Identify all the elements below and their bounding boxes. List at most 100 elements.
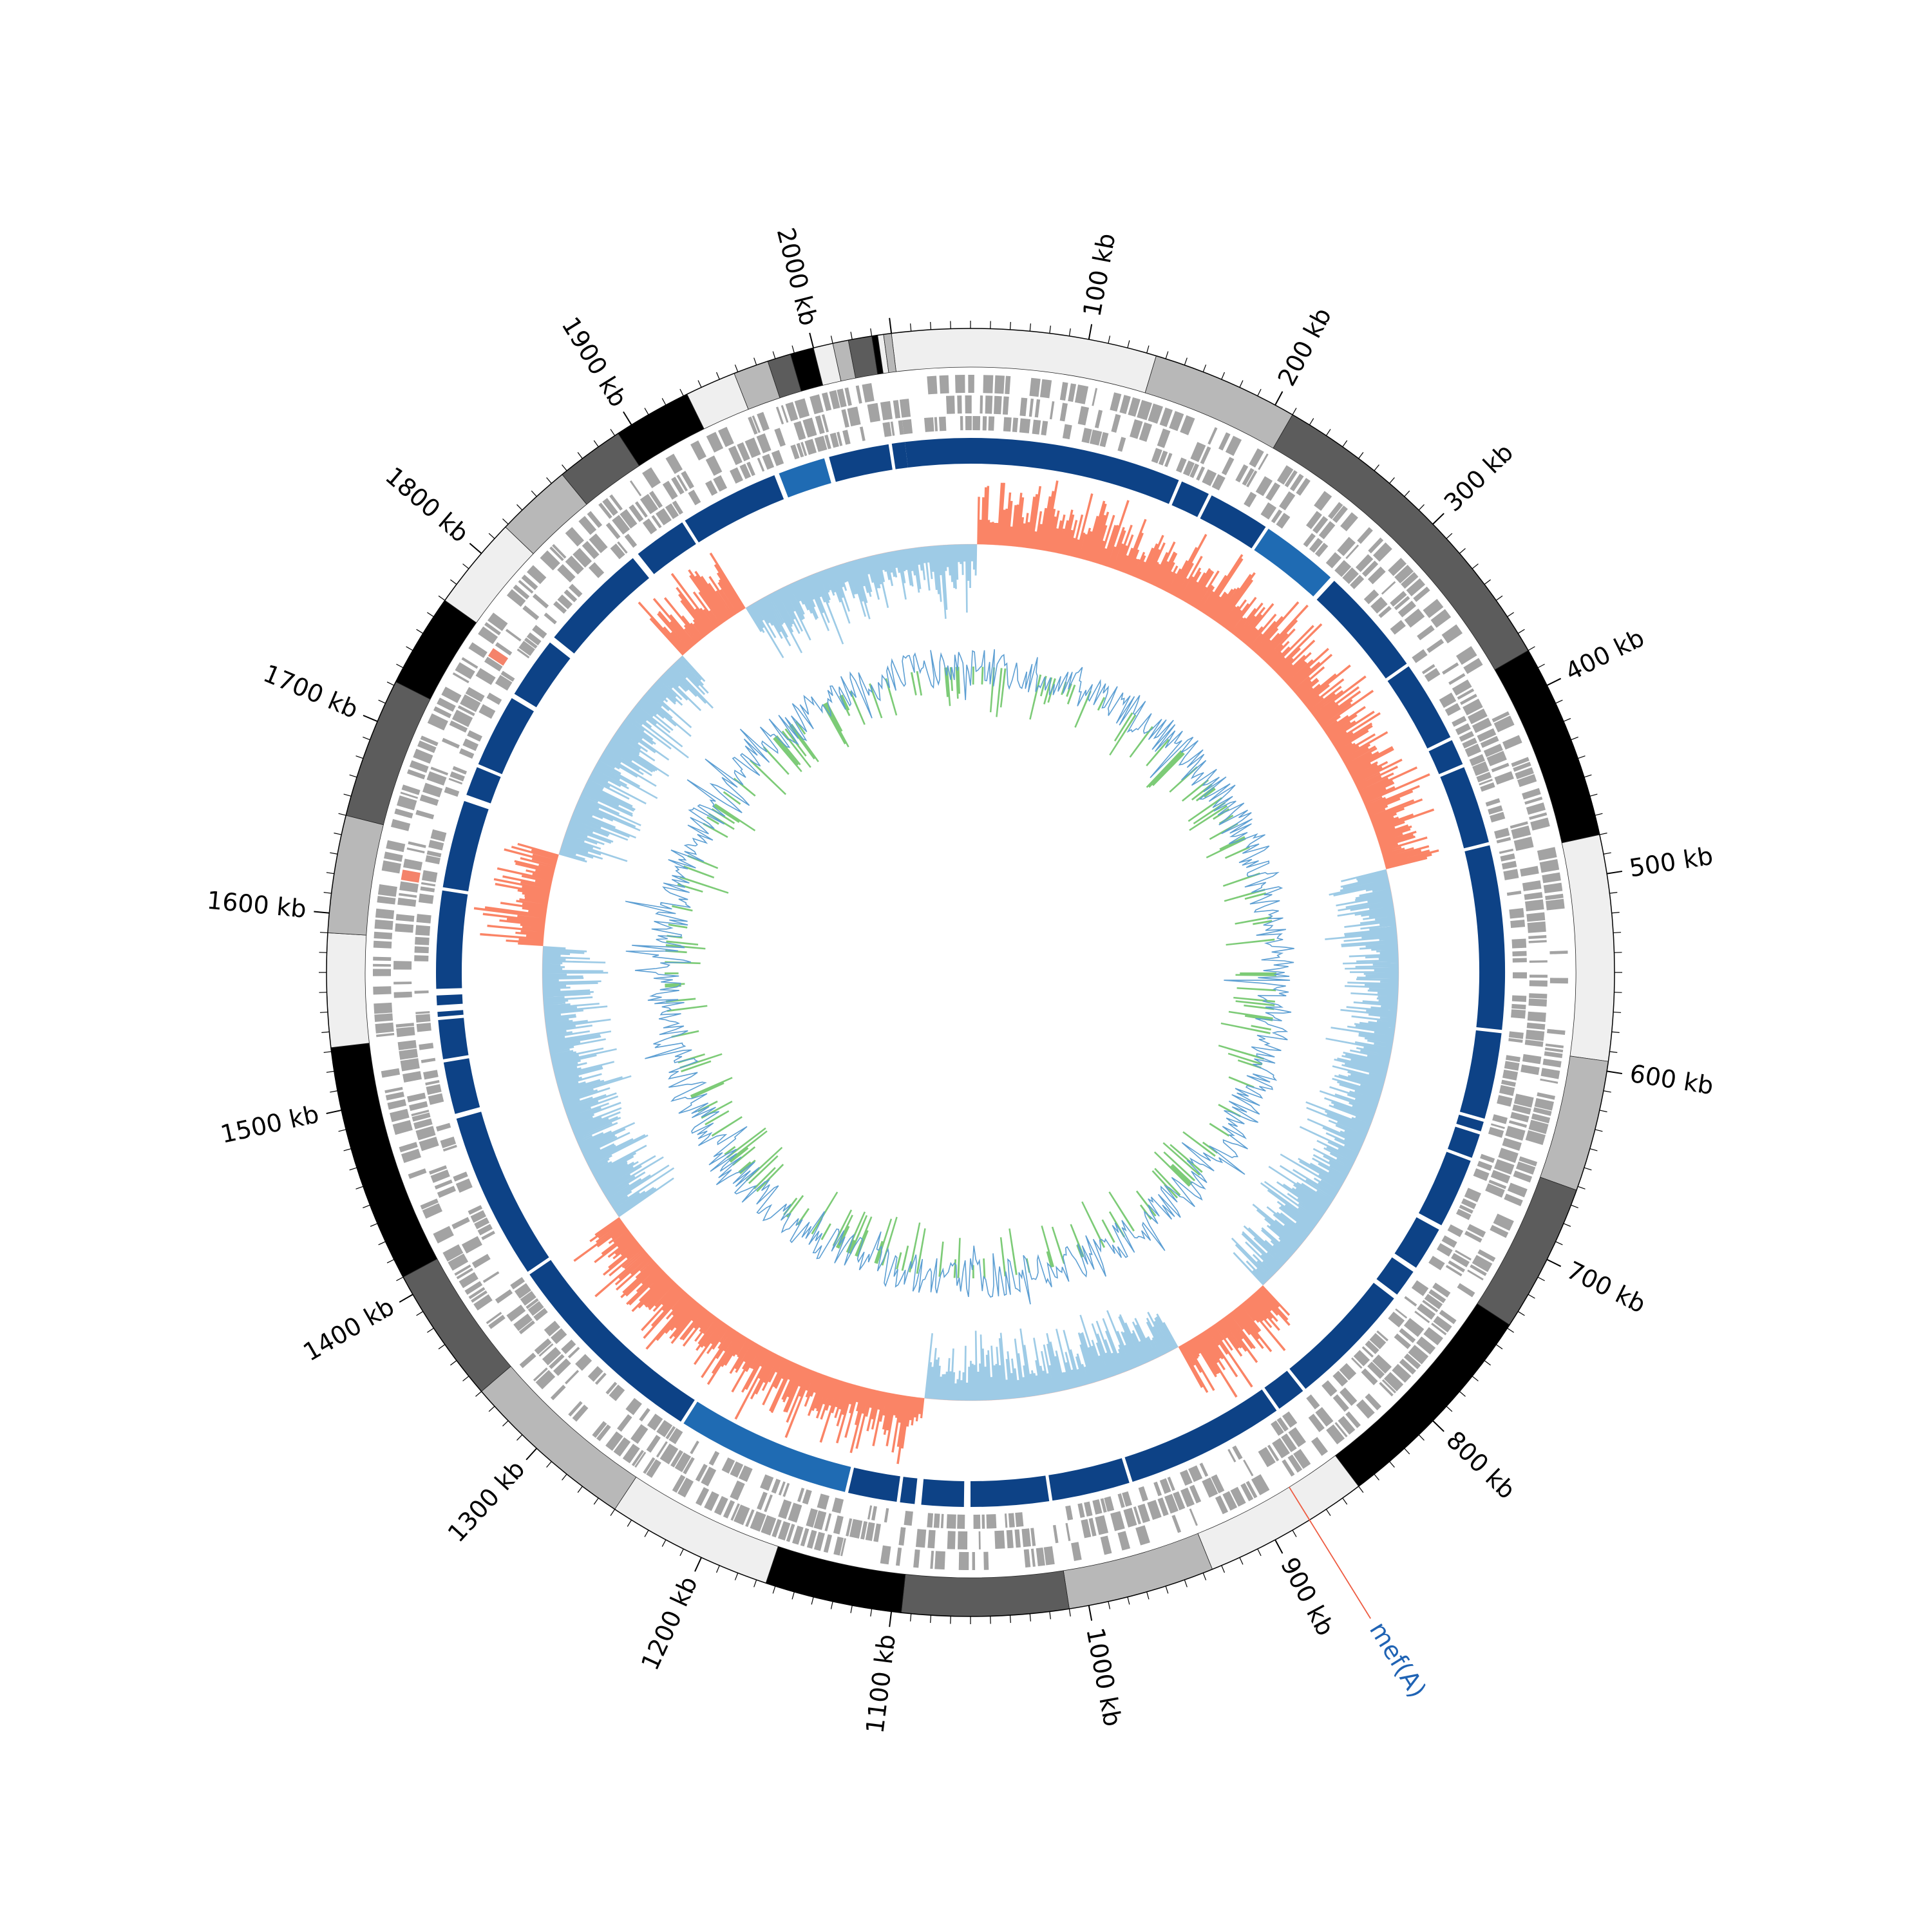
gene-feature [814, 435, 828, 452]
gene-feature [392, 1120, 413, 1135]
gene-feature [553, 1358, 571, 1376]
gene-feature [1515, 767, 1534, 780]
gene-feature [1092, 1499, 1103, 1515]
gene-feature [1199, 1463, 1209, 1477]
gene-feature [642, 518, 658, 535]
gene-feature [1499, 1084, 1515, 1096]
gene-feature [672, 1474, 686, 1493]
gene-feature [1065, 1522, 1071, 1541]
gene-feature [1545, 1043, 1564, 1048]
gene-feature [813, 1510, 827, 1530]
gene-feature [1296, 478, 1311, 496]
gene-feature [965, 415, 972, 431]
gene-feature [1325, 552, 1342, 569]
gene-feature [456, 1267, 473, 1280]
gene-feature [1034, 399, 1041, 418]
minor-tick [531, 490, 537, 497]
gene-feature [898, 1527, 906, 1546]
gene-feature [665, 453, 683, 474]
gene-feature [902, 419, 913, 435]
gene-feature [1059, 382, 1068, 401]
gene-feature [521, 574, 538, 591]
gene-feature [449, 720, 468, 733]
gene-feature [395, 914, 415, 922]
gene-feature [973, 1514, 981, 1529]
gene-feature [1306, 1394, 1320, 1410]
gene-feature [374, 1002, 393, 1014]
gene-feature [1110, 392, 1122, 412]
blue-block [779, 458, 831, 498]
gene-feature [1271, 1420, 1284, 1436]
gene-feature [605, 1381, 618, 1395]
gene-feature [1428, 1289, 1446, 1303]
gene-feature [612, 515, 630, 535]
gene-feature [561, 1340, 576, 1354]
gene-feature [895, 1547, 902, 1566]
minor-tick [1584, 774, 1592, 778]
gene-feature [717, 426, 734, 448]
minor-tick [1239, 380, 1244, 388]
gene-feature [1448, 1260, 1465, 1273]
gene-feature [844, 387, 852, 406]
minor-tick [1221, 372, 1226, 380]
gene-feature [1472, 761, 1490, 776]
gene-feature [841, 409, 849, 428]
gene-feature [775, 406, 784, 425]
gene-feature [786, 1524, 795, 1542]
gene-feature [1068, 383, 1077, 402]
gene-feature [829, 432, 839, 448]
gene-feature [1494, 828, 1510, 839]
major-tick [1607, 1070, 1623, 1075]
gene-feature [945, 395, 955, 414]
blue-block [1289, 1282, 1394, 1389]
gene-feature [865, 1522, 875, 1541]
gene-feature [518, 580, 534, 594]
minor-tick [355, 1186, 364, 1189]
blue-block [1264, 1370, 1303, 1409]
gene-feature [526, 1298, 539, 1309]
gene-feature [1167, 1476, 1175, 1492]
gene-feature [1472, 717, 1492, 734]
gene-feature [1399, 1358, 1416, 1375]
gene-feature [572, 1405, 589, 1422]
gene-feature [1003, 417, 1012, 432]
minor-tick [330, 1090, 338, 1093]
minor-tick [1221, 1565, 1226, 1573]
gene-feature [390, 819, 411, 831]
gene-feature [1447, 1224, 1464, 1238]
gene-feature [806, 1530, 817, 1549]
minor-tick [1613, 1011, 1622, 1013]
major-tick [314, 911, 330, 914]
minor-tick [386, 681, 395, 686]
gene-feature [837, 431, 843, 446]
gene-feature [542, 1347, 562, 1366]
gene-feature [468, 1205, 483, 1215]
gene-feature [1528, 1119, 1549, 1134]
gene-feature [860, 1521, 868, 1540]
gene-feature [1421, 664, 1435, 674]
gene-feature [1367, 566, 1386, 585]
gene-feature [946, 1514, 956, 1529]
gene-feature [794, 398, 810, 419]
gene-feature [1504, 1061, 1520, 1071]
gene-feature [1469, 753, 1486, 766]
gene-feature [1372, 1354, 1392, 1374]
gene-feature [1545, 893, 1564, 900]
minor-tick [326, 1070, 334, 1073]
gene-feature [1390, 591, 1407, 607]
gene-feature [983, 375, 994, 393]
blue-block [921, 1479, 965, 1507]
minor-tick [488, 1406, 495, 1412]
blue-block [1456, 1114, 1484, 1132]
minor-tick [1108, 336, 1111, 344]
gene-feature [419, 1043, 434, 1050]
gene-feature [1041, 421, 1048, 436]
gene-feature [1202, 1477, 1218, 1498]
gene-feature [1157, 1497, 1169, 1517]
gene-feature [1455, 646, 1477, 665]
gene-feature [1388, 558, 1407, 576]
gene-feature [1503, 869, 1519, 880]
gene-feature [1315, 1406, 1334, 1427]
gene-feature [634, 1452, 647, 1468]
gene-feature [448, 777, 463, 785]
